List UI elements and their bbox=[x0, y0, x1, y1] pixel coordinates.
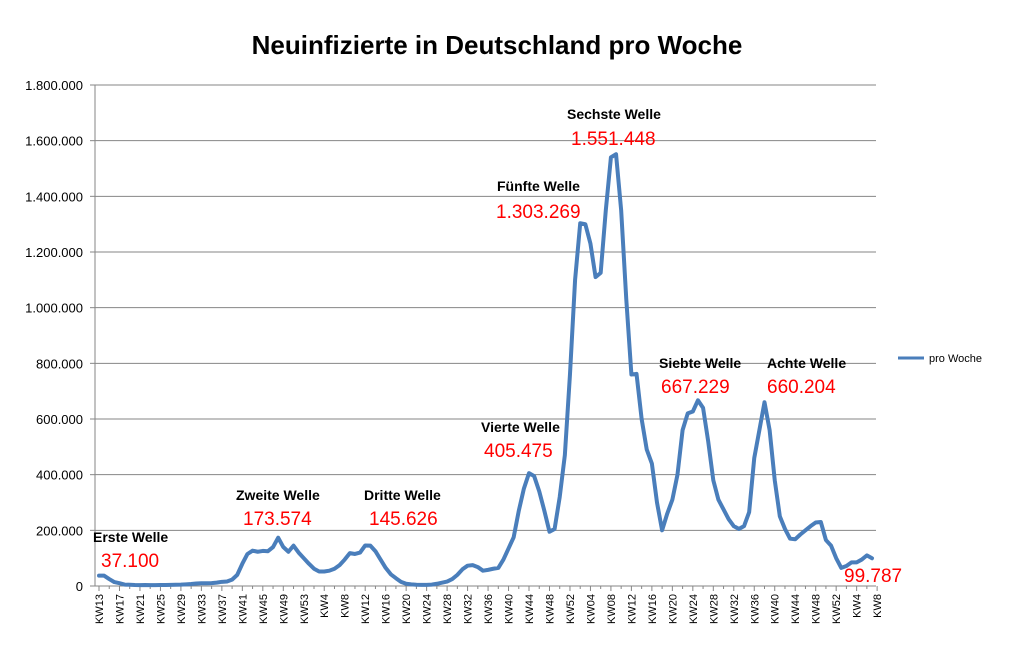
x-tick-label: KW44 bbox=[790, 594, 802, 624]
legend: pro Woche bbox=[898, 353, 982, 365]
x-tick-label: KW40 bbox=[770, 594, 782, 624]
chart-title: Neuinfizierte in Deutschland pro Woche bbox=[252, 30, 743, 60]
series-line-pro-woche bbox=[97, 152, 874, 588]
x-tick-label: KW44 bbox=[524, 594, 536, 624]
y-tick-label: 1.400.000 bbox=[25, 189, 83, 204]
wave-value: 667.229 bbox=[661, 377, 730, 398]
x-tick-label: KW24 bbox=[688, 594, 700, 624]
wave-value: 173.574 bbox=[243, 509, 312, 530]
x-tick-label: KW8 bbox=[340, 594, 352, 618]
y-tick-label: 1.200.000 bbox=[25, 245, 83, 260]
x-tick-label: KW13 bbox=[94, 594, 106, 624]
x-tick-label: KW25 bbox=[155, 594, 167, 624]
wave-label: Siebte Welle bbox=[659, 355, 741, 371]
x-tick-label: KW16 bbox=[647, 594, 659, 624]
wave-value: 99.787 bbox=[844, 566, 902, 587]
x-tick-label: KW36 bbox=[749, 594, 761, 624]
x-tick-label: KW20 bbox=[401, 594, 413, 624]
x-tick-label: KW36 bbox=[483, 594, 495, 624]
wave-label: Erste Welle bbox=[93, 529, 168, 545]
x-tick-label: KW52 bbox=[565, 594, 577, 624]
wave-value: 1.551.448 bbox=[571, 129, 656, 150]
x-tick-label: KW8 bbox=[872, 594, 884, 618]
y-tick-label: 0 bbox=[76, 579, 83, 594]
x-tick-label: KW29 bbox=[176, 594, 188, 624]
y-tick-label: 1.000.000 bbox=[25, 301, 83, 316]
wave-value: 405.475 bbox=[484, 441, 553, 462]
x-tick-label: KW49 bbox=[278, 594, 290, 624]
x-tick-label: KW37 bbox=[217, 594, 229, 624]
x-tick-label: KW12 bbox=[360, 594, 372, 624]
x-tick-label: KW16 bbox=[381, 594, 393, 624]
x-tick-label: KW21 bbox=[135, 594, 147, 624]
x-tick-label: KW12 bbox=[626, 594, 638, 624]
x-tick-label: KW28 bbox=[708, 594, 720, 624]
y-tick-label: 1.600.000 bbox=[25, 134, 83, 149]
wave-value: 1.303.269 bbox=[496, 202, 581, 223]
wave-label: Zweite Welle bbox=[236, 487, 320, 503]
y-tick-label: 1.800.000 bbox=[25, 78, 83, 93]
x-tick-label: KW04 bbox=[585, 594, 597, 624]
wave-label: Sechste Welle bbox=[567, 106, 661, 122]
x-tick-label: KW08 bbox=[606, 594, 618, 624]
x-tick-label: KW45 bbox=[258, 594, 270, 624]
wave-label: Fünfte Welle bbox=[497, 178, 580, 194]
x-axis: KW13 KW17 KW21 KW25 KW29 KW33 KW37 KW41 KW45 KW49… bbox=[94, 585, 884, 624]
y-tick-label: 400.000 bbox=[36, 468, 83, 483]
x-tick-label: KW48 bbox=[544, 594, 556, 624]
wave-label: Achte Welle bbox=[767, 355, 846, 371]
x-tick-label: KW32 bbox=[463, 594, 475, 624]
wave-label: Vierte Welle bbox=[481, 419, 560, 435]
y-tick-label: 800.000 bbox=[36, 356, 83, 371]
x-tick-label: KW33 bbox=[196, 594, 208, 624]
x-tick-label: KW20 bbox=[667, 594, 679, 624]
x-tick-label: KW40 bbox=[504, 594, 516, 624]
x-tick-label: KW48 bbox=[811, 594, 823, 624]
x-tick-label: KW53 bbox=[299, 594, 311, 624]
x-tick-label: KW24 bbox=[422, 594, 434, 624]
x-tick-label: KW4 bbox=[319, 594, 331, 618]
y-axis: 0 200.000 400.000 600.000 800.000 1.000.000 1.… bbox=[25, 78, 96, 594]
x-tick-label: KW17 bbox=[114, 594, 126, 624]
wave-value: 145.626 bbox=[369, 509, 438, 530]
x-tick-label: KW4 bbox=[852, 594, 864, 618]
wave-label: Dritte Welle bbox=[364, 487, 441, 503]
x-tick-label: KW32 bbox=[729, 594, 741, 624]
wave-value: 37.100 bbox=[101, 551, 159, 572]
x-tick-label: KW52 bbox=[831, 594, 843, 624]
wave-value: 660.204 bbox=[767, 377, 836, 398]
y-tick-label: 200.000 bbox=[36, 523, 83, 538]
wave-annotations: Erste Welle 37.100 Zweite Welle 173.574 Drit… bbox=[93, 106, 902, 587]
y-tick-label: 600.000 bbox=[36, 412, 83, 427]
legend-label: pro Woche bbox=[929, 353, 982, 365]
x-tick-label: KW28 bbox=[442, 594, 454, 624]
x-tick-label: KW41 bbox=[237, 594, 249, 624]
grid-lines bbox=[95, 84, 876, 531]
series-layer bbox=[97, 152, 874, 588]
